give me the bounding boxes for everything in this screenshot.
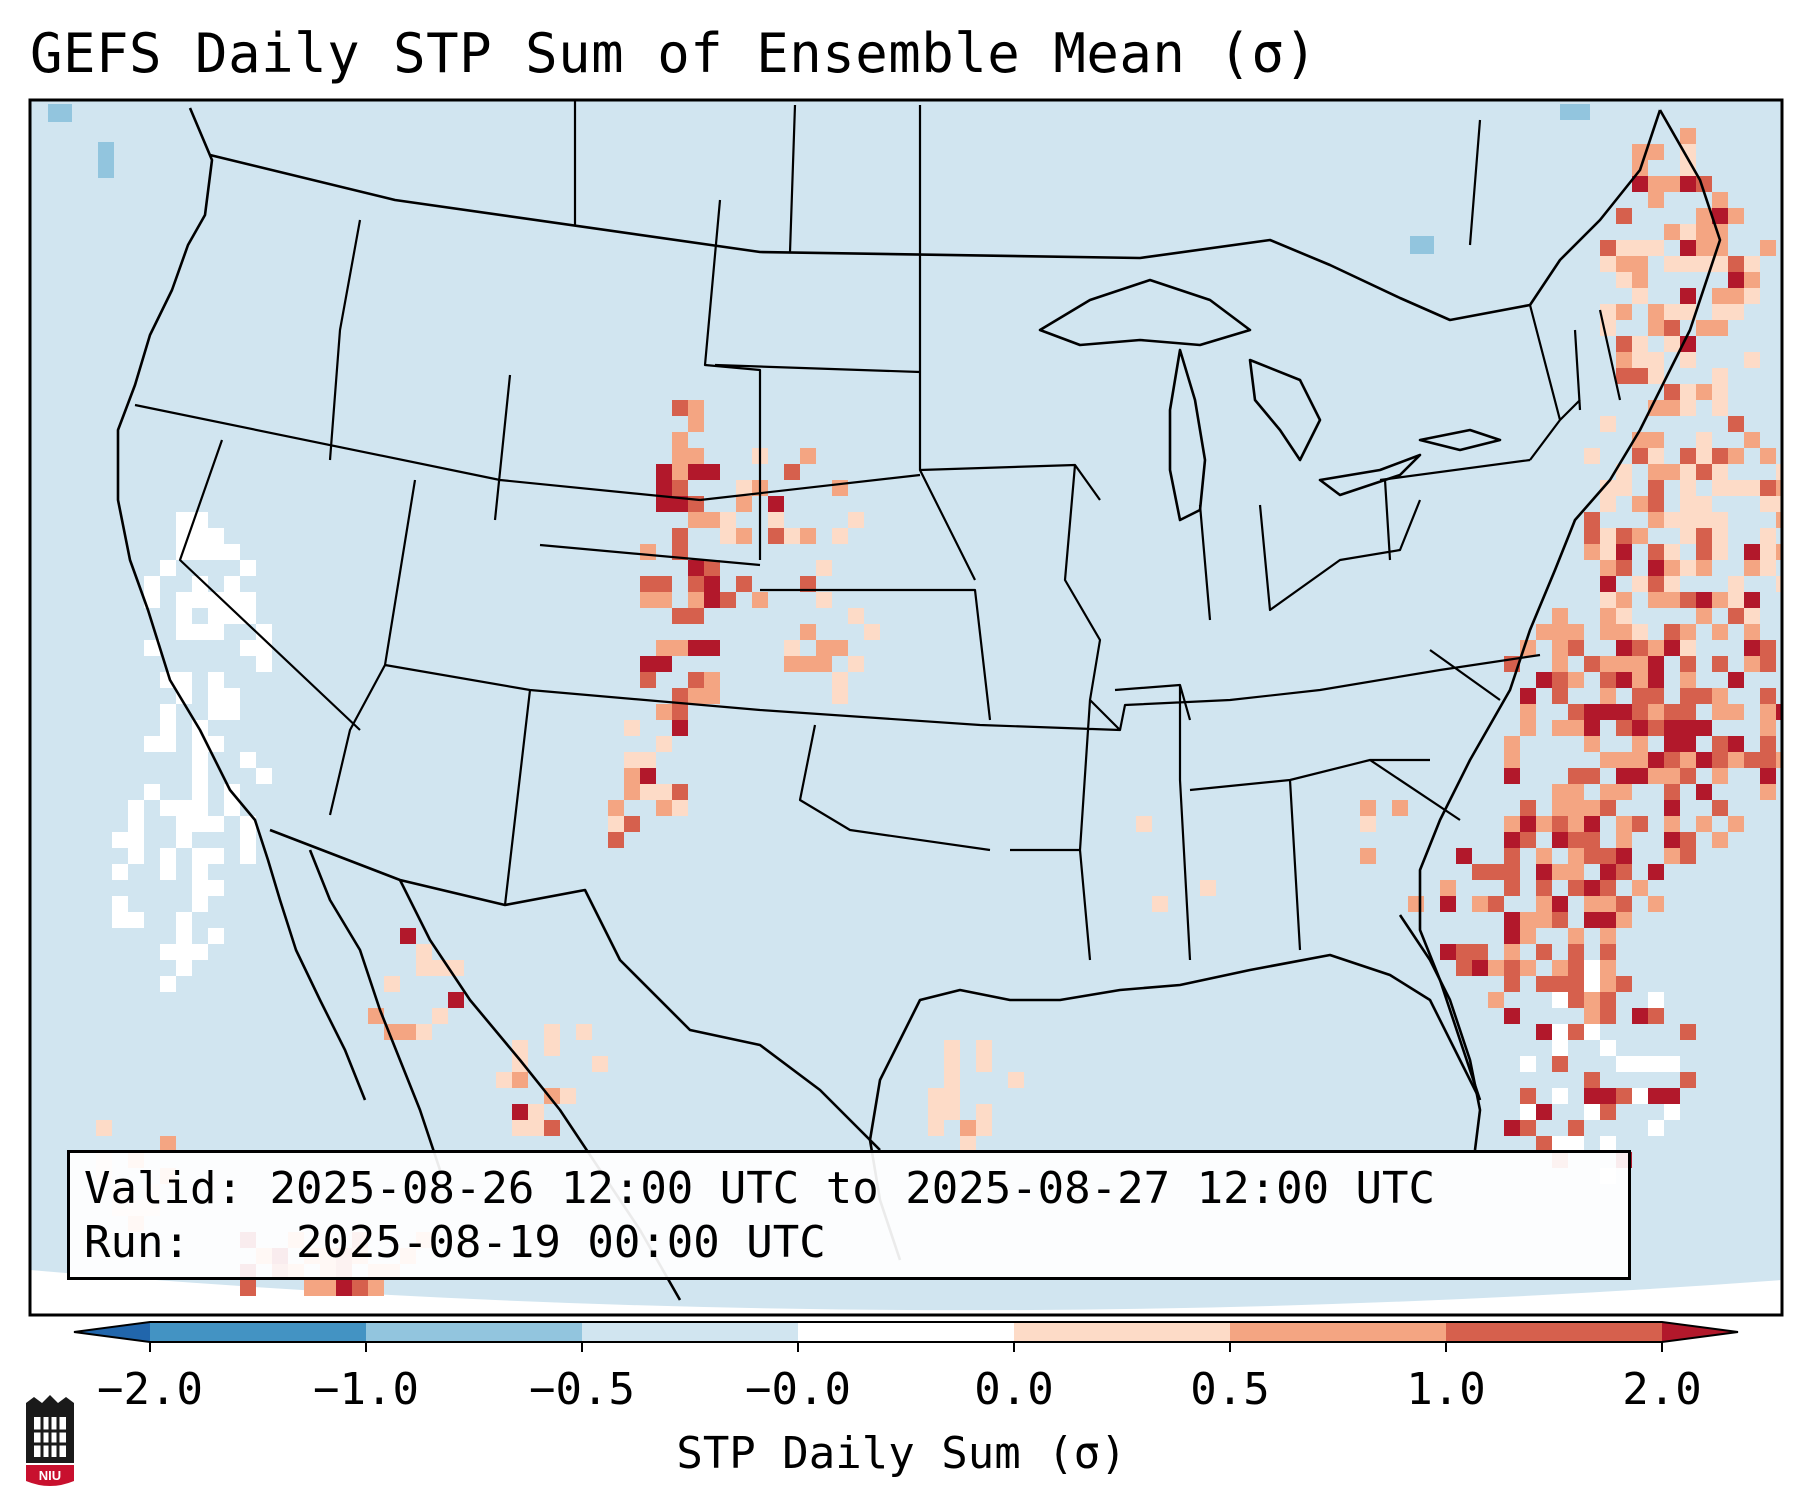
valid-label: Valid: (84, 1163, 243, 1214)
map-frame (28, 98, 1784, 1317)
gulf-coast (868, 953, 1482, 1261)
east-coast (1418, 109, 1722, 1101)
colorbar (73, 1321, 1739, 1352)
florida (1398, 914, 1482, 1151)
lake-erie (1318, 453, 1422, 497)
valid-row: Valid: 2025-08-26 12:00 UTC to 2025-08-2… (84, 1163, 1435, 1215)
map-background (30, 100, 1782, 1315)
valid-value: 2025-08-26 12:00 UTC to 2025-08-27 12:00… (269, 1163, 1436, 1214)
colorbar-tick-label: 0.5 (1190, 1364, 1270, 1415)
colorbar-segment (582, 1322, 799, 1342)
colorbar-tick-label: 0.0 (974, 1364, 1054, 1415)
baja-coast (308, 849, 442, 1171)
colorbar-segment (150, 1322, 367, 1342)
colorbar-tick-label: −0.0 (745, 1364, 851, 1415)
colorbar-segment (1446, 1322, 1663, 1342)
colorbar-tick-label: −2.0 (97, 1364, 203, 1415)
colorbar-label: STP Daily Sum (σ) (676, 1428, 1127, 1479)
colorbar-tick-label: −1.0 (313, 1364, 419, 1415)
colorbar-extend-low (74, 1322, 150, 1342)
map-title: GEFS Daily STP Sum of Ensemble Mean (σ) (30, 22, 1318, 85)
run-label: Run: (84, 1217, 190, 1268)
colorbar-extend-high (1662, 1322, 1738, 1342)
colorbar-tick-label: −0.5 (529, 1364, 635, 1415)
canada-us-border (209, 109, 1662, 322)
lake-ontario (1418, 428, 1502, 452)
logo-text: NIU (39, 1468, 61, 1483)
niu-logo: NIU (26, 1395, 74, 1486)
lake-michigan (1168, 348, 1207, 522)
us-mexico-border (269, 828, 881, 1151)
state-lines (134, 100, 1622, 961)
colorbar-segment (1014, 1322, 1231, 1342)
valid-run-box: Valid: 2025-08-26 12:00 UTC to 2025-08-2… (67, 1150, 1631, 1280)
projection-edge (30, 1270, 1782, 1315)
colorbar-tick-label: 1.0 (1406, 1364, 1486, 1415)
lake-superior (1038, 278, 1252, 347)
colorbar-segment (366, 1322, 583, 1342)
colorbar-segment (1230, 1322, 1447, 1342)
run-row: Run: 2025-08-19 00:00 UTC (84, 1217, 826, 1269)
run-value: 2025-08-19 00:00 UTC (295, 1217, 826, 1268)
us-west-coast (116, 107, 367, 1101)
colorbar-segment (798, 1322, 1015, 1342)
lake-huron (1248, 358, 1322, 462)
colorbar-tick-label: 2.0 (1622, 1364, 1702, 1415)
